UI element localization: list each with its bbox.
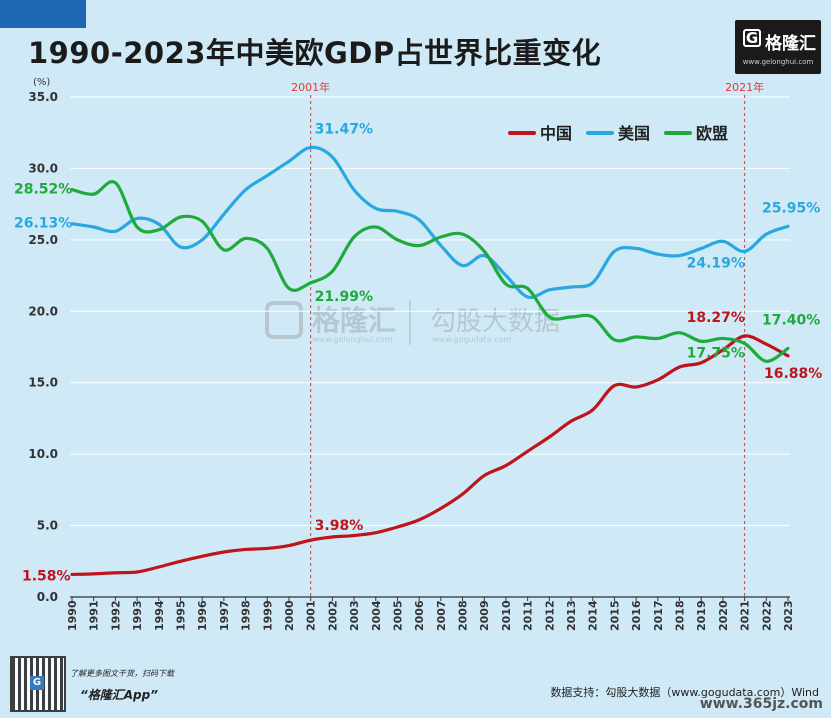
x-tick-label: 2016	[630, 600, 643, 631]
x-tick-label: 2013	[565, 600, 578, 631]
y-tick-label: 0.0	[37, 590, 58, 604]
data-label: 26.13%	[14, 216, 72, 232]
x-tick-label: 2020	[717, 600, 730, 631]
reference-line-label: 2001年	[291, 80, 330, 94]
watermark-logo-icon	[265, 301, 303, 339]
x-tick-label: 2015	[608, 600, 621, 631]
footer-note: 了解更多图文干货，扫码下载	[70, 669, 174, 678]
footer-app-name: “格隆汇App”	[80, 688, 158, 702]
watermark-left-url: www.gelonghui.com	[312, 335, 393, 344]
x-tick-label: 2006	[413, 600, 426, 631]
top-accent-bar	[0, 0, 86, 28]
y-tick-label: 35.0	[28, 90, 58, 104]
y-axis-label: (%)	[33, 77, 50, 88]
legend-label: 美国	[618, 124, 650, 143]
x-tick-label: 2008	[457, 600, 470, 631]
qr-code: G	[10, 656, 66, 712]
x-tick-label: 1998	[240, 600, 253, 631]
x-tick-label: 1995	[174, 600, 187, 631]
data-label: 24.19%	[687, 255, 745, 271]
y-tick-label: 15.0	[28, 376, 58, 390]
brand-name: 格隆汇	[765, 34, 816, 54]
data-label: 28.52%	[14, 182, 72, 198]
x-tick-label: 2023	[782, 600, 795, 631]
data-label: 21.99%	[315, 289, 373, 305]
data-label: 25.95%	[762, 200, 820, 216]
x-tick-label: 1991	[88, 600, 101, 631]
data-label: 3.98%	[315, 518, 364, 534]
legend-label: 欧盟	[696, 124, 728, 143]
series-line-美国	[70, 145, 790, 300]
x-tick-label: 2004	[370, 600, 383, 631]
x-tick-label: 2000	[283, 600, 296, 631]
x-tick-label: 2012	[543, 600, 556, 631]
data-label: 17.40%	[762, 312, 820, 328]
series-line-欧盟	[70, 180, 790, 363]
x-tick-label: 2014	[587, 600, 600, 631]
site-watermark: www.365jz.com	[699, 696, 823, 712]
x-tick-label: 2022	[760, 600, 773, 631]
x-tick-label: 2019	[695, 600, 708, 631]
x-tick-label: 2003	[348, 600, 361, 631]
chart-title: 1990-2023年中美欧GDP占世界比重变化	[28, 36, 602, 70]
x-tick-label: 2007	[435, 600, 448, 631]
x-tick-label: 2017	[652, 600, 665, 631]
data-label: 16.88%	[764, 366, 822, 382]
data-source: 数据支持：勾股大数据（www.gogudata.com）Wind	[550, 686, 819, 699]
x-tick-label: 2001	[305, 600, 318, 631]
watermark: 格隆汇 www.gelonghui.com 勾股大数据 www.gogudata…	[265, 300, 560, 345]
watermark-left-text: 格隆汇	[312, 304, 396, 337]
x-tick-label: 1999	[261, 600, 274, 631]
x-tick-label: 2005	[391, 600, 404, 631]
y-tick-label: 30.0	[28, 161, 58, 175]
x-tick-label: 2021	[739, 600, 752, 631]
data-label: 17.75%	[687, 345, 745, 361]
brand-logo: G 格隆汇 www.gelonghui.com	[735, 20, 821, 74]
x-tick-label: 2002	[326, 600, 339, 631]
brand-logo-icon: G	[743, 29, 761, 47]
x-tick-label: 2011	[522, 600, 535, 631]
x-tick-label: 2010	[500, 600, 513, 631]
watermark-right-url: www.gogudata.com	[432, 335, 511, 344]
x-tick-label: 1990	[66, 600, 79, 631]
y-tick-label: 20.0	[28, 304, 58, 318]
legend-label: 中国	[540, 124, 572, 143]
x-tick-label: 2009	[478, 600, 491, 631]
x-tick-label: 1996	[196, 600, 209, 631]
x-tick-label: 1997	[218, 600, 231, 631]
brand-url: www.gelonghui.com	[742, 58, 814, 66]
y-tick-label: 10.0	[28, 447, 58, 461]
data-label: 31.47%	[315, 121, 373, 137]
y-tick-label: 5.0	[37, 519, 58, 533]
data-label: 1.58%	[22, 568, 71, 584]
x-tick-label: 2018	[674, 600, 687, 631]
x-tick-label: 1994	[153, 600, 166, 631]
y-tick-label: 25.0	[28, 233, 58, 247]
x-tick-label: 1993	[131, 600, 144, 631]
data-label: 18.27%	[687, 310, 745, 326]
reference-line-label: 2021年	[725, 80, 764, 94]
x-tick-label: 1992	[109, 600, 122, 631]
series-line-中国	[70, 334, 790, 577]
watermark-right-text: 勾股大数据	[430, 307, 560, 337]
qr-logo-icon: G	[30, 676, 44, 690]
